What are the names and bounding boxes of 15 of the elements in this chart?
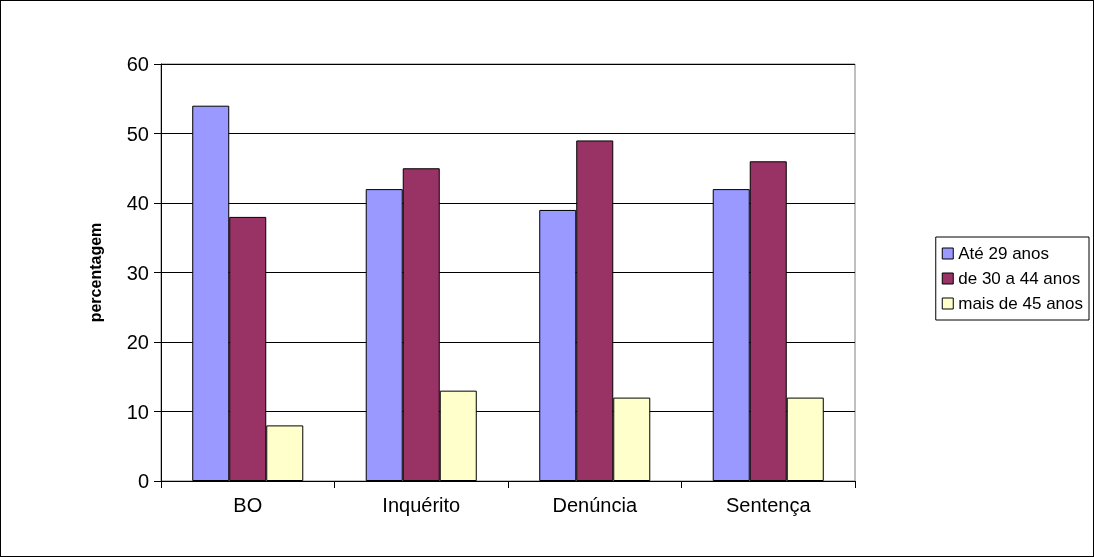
legend-label: Até 29 anos xyxy=(958,244,1050,263)
y-tick-label: 50 xyxy=(126,122,149,145)
x-tick-label: Inquérito xyxy=(382,494,461,516)
legend-label: de 30 a 44 anos xyxy=(958,269,1081,288)
x-tick-label: Sentença xyxy=(725,494,812,516)
y-tick-label: 30 xyxy=(126,261,149,284)
y-tick-label: 0 xyxy=(137,470,149,492)
y-tick-label: 10 xyxy=(126,400,149,423)
y-axis-title: percentagem xyxy=(86,222,104,323)
x-tick-label: Denúncia xyxy=(552,494,638,516)
y-tick-label: 40 xyxy=(126,192,149,214)
legend-label: mais de 45 anos xyxy=(958,294,1084,313)
y-tick-label: 20 xyxy=(126,331,149,353)
x-tick-label: BO xyxy=(233,494,263,516)
y-tick-label: 60 xyxy=(126,53,149,75)
